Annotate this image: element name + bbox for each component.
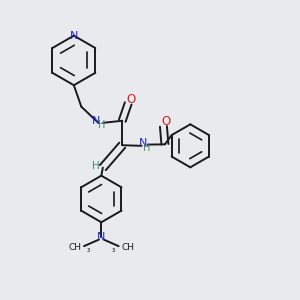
Text: ₃: ₃ [112, 244, 115, 253]
Text: H: H [92, 161, 100, 171]
Text: CH: CH [121, 243, 134, 252]
Text: N: N [92, 116, 101, 126]
Text: H: H [143, 143, 151, 153]
Text: O: O [162, 116, 171, 128]
Text: O: O [127, 93, 136, 106]
Text: N: N [97, 232, 106, 242]
Text: CH: CH [69, 243, 82, 252]
Text: H: H [98, 120, 106, 130]
Text: N: N [139, 138, 147, 148]
Text: ₃: ₃ [87, 244, 90, 253]
Text: N: N [70, 31, 78, 40]
